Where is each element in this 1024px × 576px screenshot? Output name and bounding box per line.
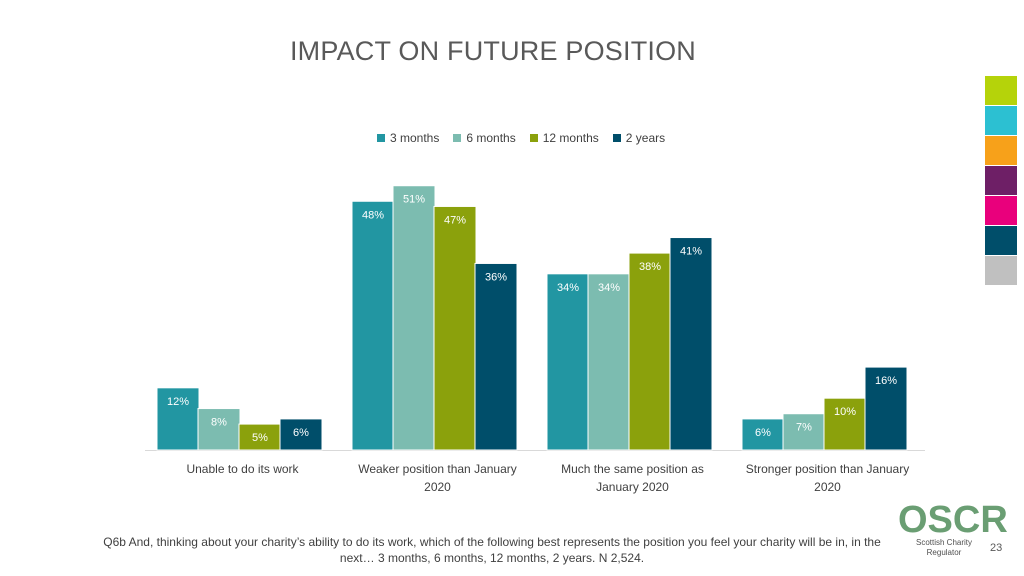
legend-item: 2 years bbox=[612, 131, 666, 145]
data-label: 8% bbox=[211, 417, 227, 429]
chart-legend: 3 months 6 months 12 months 2 years bbox=[377, 131, 665, 145]
color-strip bbox=[985, 76, 1017, 286]
legend-item: 6 months bbox=[453, 131, 516, 145]
color-strip-block bbox=[985, 196, 1017, 225]
data-label: 36% bbox=[485, 271, 507, 283]
category-label: Unable to do its work bbox=[186, 462, 299, 476]
color-strip-block bbox=[985, 166, 1017, 195]
bar bbox=[156, 387, 200, 451]
data-label: 47% bbox=[444, 214, 466, 226]
bar bbox=[197, 408, 241, 451]
logo-wordmark: OSCR bbox=[898, 499, 1008, 541]
category-label: 2020 bbox=[814, 480, 841, 494]
category-label: Stronger position than January bbox=[746, 462, 909, 476]
bar bbox=[864, 366, 908, 451]
legend-item: 12 months bbox=[529, 131, 599, 145]
legend-label: 12 months bbox=[542, 131, 599, 145]
bar bbox=[782, 413, 826, 451]
data-label: 6% bbox=[293, 427, 309, 439]
page-title: IMPACT ON FUTURE POSITION bbox=[289, 36, 697, 66]
category-label: Weaker position than January bbox=[358, 462, 517, 476]
footnote: Q6b And, thinking about your charity’s a… bbox=[103, 535, 881, 565]
legend-label: 3 months bbox=[390, 131, 440, 145]
color-strip-block bbox=[985, 76, 1017, 105]
bar bbox=[474, 262, 518, 451]
category-label: Much the same position as bbox=[561, 462, 704, 476]
data-label: 16% bbox=[875, 375, 897, 387]
data-label: 7% bbox=[796, 422, 812, 434]
bar bbox=[392, 185, 436, 451]
legend-label: 2 years bbox=[625, 131, 666, 145]
category-label: 2020 bbox=[424, 480, 451, 494]
bar bbox=[628, 252, 672, 451]
data-label: 48% bbox=[362, 209, 384, 221]
data-label: 6% bbox=[755, 427, 771, 439]
legend-item: 3 months bbox=[377, 131, 439, 145]
bar bbox=[587, 273, 631, 451]
legend-swatch bbox=[453, 134, 462, 142]
bar bbox=[741, 418, 785, 451]
bar bbox=[351, 200, 395, 451]
oscr-logo: OSCR Scottish Charity Regulator bbox=[898, 499, 1008, 558]
data-label: 34% bbox=[557, 282, 579, 294]
bar bbox=[823, 397, 867, 451]
bar bbox=[238, 423, 282, 451]
page-number: 23 bbox=[990, 542, 1003, 554]
data-label: 12% bbox=[167, 396, 189, 408]
legend-label: 6 months bbox=[466, 131, 516, 145]
data-label: 5% bbox=[252, 432, 268, 444]
data-label: 34% bbox=[598, 282, 620, 294]
data-label: 41% bbox=[680, 246, 702, 258]
bar bbox=[279, 418, 323, 451]
legend-swatch bbox=[612, 134, 621, 142]
data-label: 10% bbox=[834, 406, 856, 418]
bar bbox=[433, 205, 477, 451]
bar bbox=[546, 273, 590, 451]
data-label: 51% bbox=[403, 194, 425, 206]
legend-swatch bbox=[529, 134, 538, 142]
color-strip-block bbox=[985, 106, 1017, 135]
data-label: 38% bbox=[639, 261, 661, 273]
color-strip-block bbox=[985, 256, 1017, 285]
color-strip-block bbox=[985, 136, 1017, 165]
color-strip-block bbox=[985, 226, 1017, 255]
category-label: January 2020 bbox=[596, 480, 669, 494]
legend-swatch bbox=[377, 134, 385, 142]
bar bbox=[669, 237, 713, 451]
logo-subtitle: Scottish Charity Regulator bbox=[915, 538, 973, 557]
